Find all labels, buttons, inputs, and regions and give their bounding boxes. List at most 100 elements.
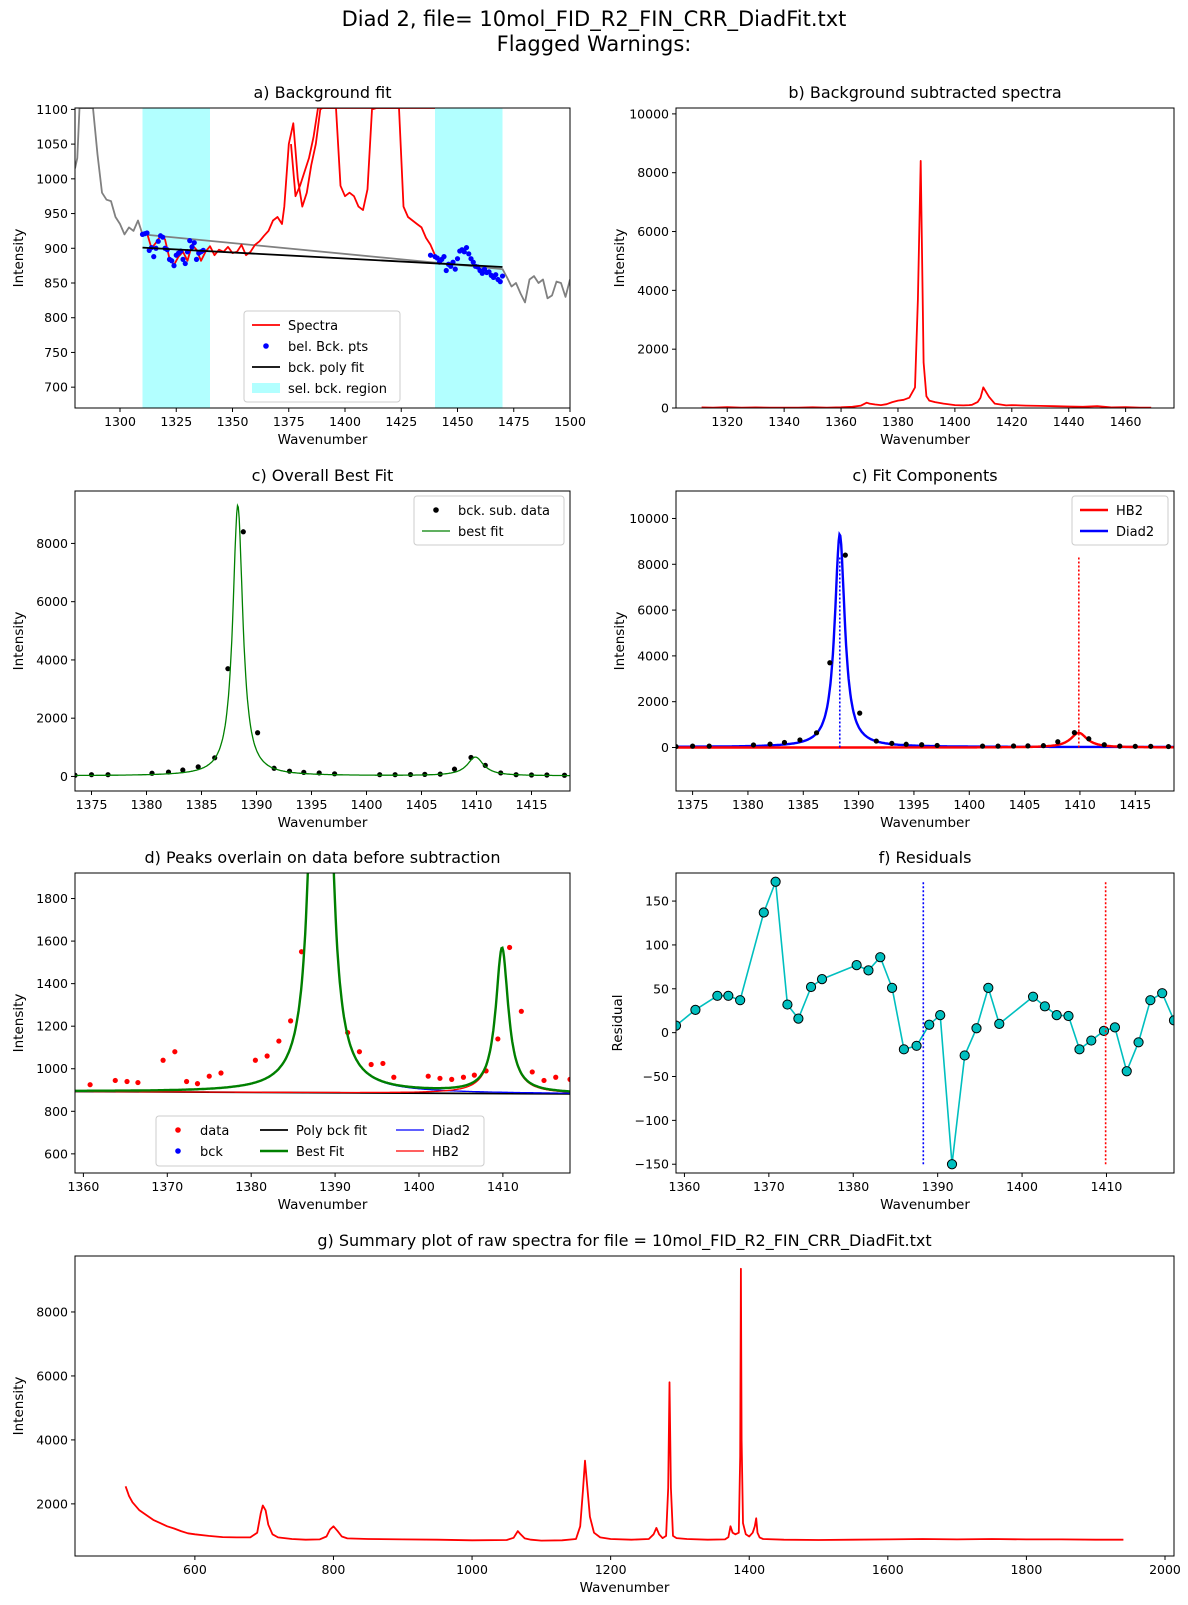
y-tick-label: 8000 (637, 557, 669, 572)
legend-label: bck. poly fit (288, 361, 364, 376)
data-point (182, 260, 188, 267)
x-axis-label: Wavenumber (880, 432, 970, 448)
legend-frame (413, 495, 565, 546)
residual-point (911, 1040, 922, 1051)
x-tick-label: 1360 (669, 1179, 701, 1194)
data-point (541, 1077, 547, 1084)
legend-frame (243, 310, 401, 403)
x-axis-label: Wavenumber (278, 1197, 368, 1213)
legend-dot-swatch (263, 343, 269, 349)
legend-d: data bck Poly bck fit Best Fit Diad2 HB2 (155, 1115, 485, 1167)
x-tick-label: 1400 (351, 797, 383, 812)
residual-point (983, 982, 994, 994)
data-point (180, 767, 186, 773)
x-tick-label: 2000 (1149, 1562, 1181, 1577)
series-best-fit (75, 873, 570, 1093)
data-point (518, 1008, 524, 1014)
x-tick-label: 1420 (996, 414, 1028, 429)
x-tick-label: 1600 (872, 1562, 904, 1577)
data-point (1071, 730, 1077, 736)
data-point (690, 743, 696, 749)
y-axis-label: Intensity (11, 229, 27, 288)
data-point (1101, 742, 1107, 748)
y-tick-label: 2000 (637, 694, 669, 709)
y-tick-label: 10000 (629, 511, 669, 526)
x-tick-label: 1460 (1110, 414, 1142, 429)
data-point (391, 1074, 397, 1080)
data-point (194, 1081, 201, 1087)
data-point (155, 238, 161, 244)
residual-point (1168, 1015, 1174, 1026)
axes-frame (675, 107, 1175, 409)
legend-label: bck (200, 1145, 223, 1160)
data-point (1086, 736, 1092, 742)
data-point (195, 764, 201, 770)
figure-title-line1: Diad 2, file= 10mol_FID_R2_FIN_CRR_DiadF… (342, 7, 847, 32)
series-diad2 (676, 530, 1174, 749)
y-tick-label: 6000 (36, 1368, 68, 1383)
data-point (252, 1057, 258, 1063)
data-point (995, 743, 1001, 749)
data-point (499, 273, 506, 279)
legend-label: bel. Bck. pts (288, 340, 368, 355)
panel-d: 1360 1370 1380 1390 1400 1410 600 800 1000 1200 14… (11, 848, 571, 1213)
y-axis-label: Intensity (612, 612, 628, 671)
y-tick-label: −50 (643, 1069, 669, 1084)
data-point (172, 1049, 178, 1055)
data-point (193, 256, 200, 262)
x-axis-label: Wavenumber (278, 432, 368, 448)
x-tick-label: 1400 (939, 414, 971, 429)
x-tick-label: 1380 (732, 797, 764, 812)
data-point (225, 666, 231, 672)
x-tick-label: 1475 (498, 414, 530, 429)
x-tick-label: 1375 (273, 414, 305, 429)
residual-point (1027, 991, 1039, 1002)
data-point (87, 1082, 93, 1088)
y-tick-label: 100 (645, 937, 669, 952)
series-hb2 (75, 948, 570, 1094)
y-tick-label: 6000 (637, 224, 669, 239)
x-tick-label: 1320 (711, 414, 743, 429)
residual-point (805, 981, 817, 993)
y-tick-label: 850 (44, 276, 68, 291)
residual-point (782, 999, 793, 1010)
data-point (1040, 743, 1047, 749)
data-point (797, 737, 803, 743)
data-point (495, 1036, 501, 1042)
data-point (135, 1079, 141, 1086)
residual-point (770, 876, 781, 887)
x-tick-label: 1410 (487, 1179, 519, 1194)
y-tick-label: −150 (635, 1157, 669, 1172)
residual-point (971, 1023, 982, 1034)
x-tick-label: 1415 (516, 797, 548, 812)
data-point (813, 730, 820, 736)
data-point (112, 1077, 118, 1084)
residual-point (1086, 1035, 1097, 1046)
legend-span-swatch (252, 383, 280, 393)
x-tick-label: 1450 (442, 414, 474, 429)
x-tick-label: 800 (322, 1562, 346, 1577)
data-point (471, 1072, 477, 1078)
legend-label: data (200, 1124, 229, 1139)
y-tick-label: 1000 (36, 1061, 68, 1076)
residual-point (851, 960, 862, 971)
data-point (889, 740, 895, 746)
x-axis-label: Wavenumber (580, 1580, 670, 1596)
residual-point (723, 990, 734, 1001)
y-tick-label: 1100 (36, 102, 68, 117)
data-point (493, 272, 499, 278)
x-tick-label: 1325 (160, 414, 192, 429)
residual-point (1157, 988, 1168, 999)
residual-point (793, 1013, 804, 1024)
data-point (767, 741, 773, 747)
y-tick-label: 150 (645, 894, 669, 909)
residual-point (863, 965, 874, 976)
y-tick-label: 4000 (637, 283, 669, 298)
data-point (255, 730, 261, 736)
data-point (676, 743, 679, 750)
x-tick-label: 1370 (753, 1179, 785, 1194)
data-point (452, 266, 458, 272)
residual-point (735, 995, 746, 1006)
panel-title: b) Background subtracted spectra (788, 83, 1061, 102)
figure-title-line2: Flagged Warnings: (497, 32, 692, 56)
